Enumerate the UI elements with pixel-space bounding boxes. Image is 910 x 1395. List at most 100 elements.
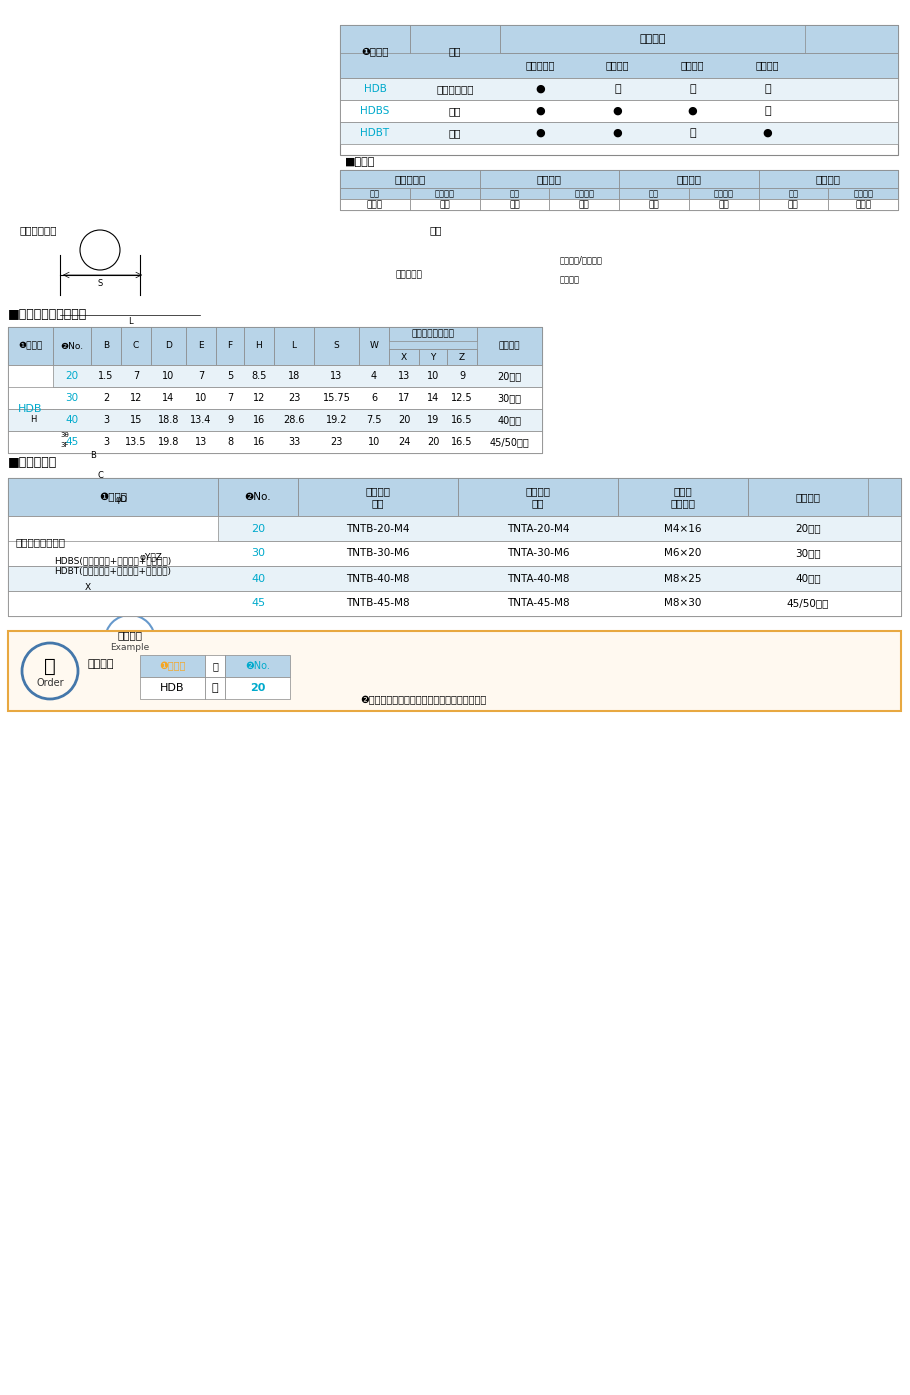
- Text: 材质: 材质: [788, 188, 798, 198]
- Text: －: －: [764, 84, 771, 93]
- Text: φY深Z: φY深Z: [140, 552, 163, 562]
- Bar: [480, 170, 619, 188]
- Text: TNTB-20-M4: TNTB-20-M4: [346, 523, 410, 533]
- Text: 建议型材钻孔尺寸: 建议型材钻孔尺寸: [411, 329, 454, 339]
- Text: 20: 20: [427, 437, 440, 446]
- Text: 9: 9: [459, 371, 465, 381]
- Text: 24: 24: [398, 437, 410, 446]
- Text: 19.2: 19.2: [326, 414, 348, 425]
- Text: 滑块螺母/弹性螺母: 滑块螺母/弹性螺母: [560, 255, 602, 265]
- Text: φD: φD: [115, 495, 127, 505]
- Bar: [828, 199, 898, 211]
- Text: C: C: [97, 470, 103, 480]
- Text: 碳钢: 碳钢: [509, 199, 520, 209]
- Bar: [244, 326, 274, 365]
- Bar: [410, 25, 500, 78]
- Text: ●: ●: [535, 106, 545, 116]
- Text: 组件: 组件: [449, 106, 461, 116]
- Text: 18.8: 18.8: [157, 414, 179, 425]
- Text: －: －: [212, 684, 218, 693]
- Text: 镀镍: 镀镍: [440, 199, 450, 209]
- Text: 28.6: 28.6: [283, 414, 305, 425]
- Bar: [140, 656, 205, 677]
- Text: 15.75: 15.75: [322, 393, 350, 403]
- Text: 14: 14: [162, 393, 175, 403]
- Text: 7: 7: [133, 371, 139, 381]
- Text: TNTA-40-M8: TNTA-40-M8: [507, 573, 570, 583]
- Text: 30: 30: [66, 393, 78, 403]
- Text: HDB: HDB: [18, 405, 43, 414]
- Text: 15: 15: [130, 414, 142, 425]
- Bar: [205, 656, 225, 677]
- Text: 16.5: 16.5: [451, 437, 473, 446]
- Text: 7.5: 7.5: [366, 414, 382, 425]
- Text: －: －: [689, 84, 696, 93]
- Text: 19: 19: [427, 414, 440, 425]
- Bar: [419, 349, 447, 365]
- Bar: [274, 326, 314, 365]
- Text: －: －: [689, 128, 696, 138]
- Bar: [619, 170, 759, 188]
- Text: 10: 10: [195, 393, 207, 403]
- Text: HDB: HDB: [364, 84, 387, 93]
- Text: C: C: [133, 342, 139, 350]
- Text: 锌合金: 锌合金: [367, 199, 383, 209]
- Text: ❷为确保装配质量，建议成对使用内置连接件。: ❷为确保装配质量，建议成对使用内置连接件。: [360, 695, 486, 704]
- Text: ❷No.: ❷No.: [60, 342, 84, 350]
- Text: 8.5: 8.5: [251, 371, 267, 381]
- Bar: [225, 677, 290, 699]
- Text: 杯头螺丝: 杯头螺丝: [815, 174, 841, 184]
- Bar: [8, 365, 53, 453]
- Bar: [748, 478, 868, 516]
- Text: 16: 16: [253, 437, 265, 446]
- Text: 14: 14: [427, 393, 440, 403]
- Text: 9: 9: [227, 414, 233, 425]
- Bar: [340, 170, 898, 211]
- Text: 20系列: 20系列: [498, 371, 521, 381]
- Text: 20: 20: [251, 523, 265, 533]
- Bar: [8, 386, 542, 409]
- Text: B: B: [103, 342, 109, 350]
- Bar: [480, 188, 550, 199]
- Text: S: S: [334, 342, 339, 350]
- Text: 30系列: 30系列: [498, 393, 521, 403]
- Bar: [340, 25, 410, 78]
- Bar: [389, 326, 477, 340]
- Bar: [8, 409, 542, 431]
- Bar: [340, 78, 898, 100]
- Text: 材质: 材质: [510, 188, 520, 198]
- Bar: [828, 188, 898, 199]
- Text: 建议型材钻孔尺寸: 建议型材钻孔尺寸: [15, 537, 65, 547]
- Bar: [389, 349, 419, 365]
- Text: ❶类型码: ❶类型码: [159, 661, 186, 671]
- Text: M8×25: M8×25: [664, 573, 702, 583]
- Bar: [340, 100, 898, 121]
- Text: HDBT: HDBT: [360, 128, 389, 138]
- Text: 3F: 3F: [60, 442, 68, 448]
- Text: 3: 3: [103, 437, 109, 446]
- Text: 内置连接件: 内置连接件: [394, 174, 425, 184]
- Text: 杯头螺丝: 杯头螺丝: [560, 275, 580, 285]
- Bar: [500, 25, 805, 53]
- Text: 20: 20: [250, 684, 265, 693]
- Text: 23: 23: [330, 437, 343, 446]
- Text: ❷No.: ❷No.: [245, 492, 271, 502]
- Bar: [550, 188, 619, 199]
- Bar: [8, 326, 542, 349]
- Text: 45: 45: [66, 437, 78, 446]
- Text: TNTA-30-M6: TNTA-30-M6: [507, 548, 570, 558]
- Bar: [298, 478, 458, 516]
- Bar: [314, 326, 359, 365]
- Text: 5: 5: [227, 371, 233, 381]
- Bar: [8, 566, 901, 591]
- Text: 33: 33: [288, 437, 300, 446]
- Bar: [618, 478, 748, 516]
- Text: H: H: [30, 416, 36, 424]
- Bar: [216, 326, 244, 365]
- Text: TNTA-45-M8: TNTA-45-M8: [507, 598, 570, 608]
- Text: 7: 7: [197, 371, 204, 381]
- Bar: [8, 365, 542, 386]
- Text: Z: Z: [459, 353, 465, 361]
- Text: M4×16: M4×16: [664, 523, 702, 533]
- Text: ❶类型码: ❶类型码: [361, 46, 389, 57]
